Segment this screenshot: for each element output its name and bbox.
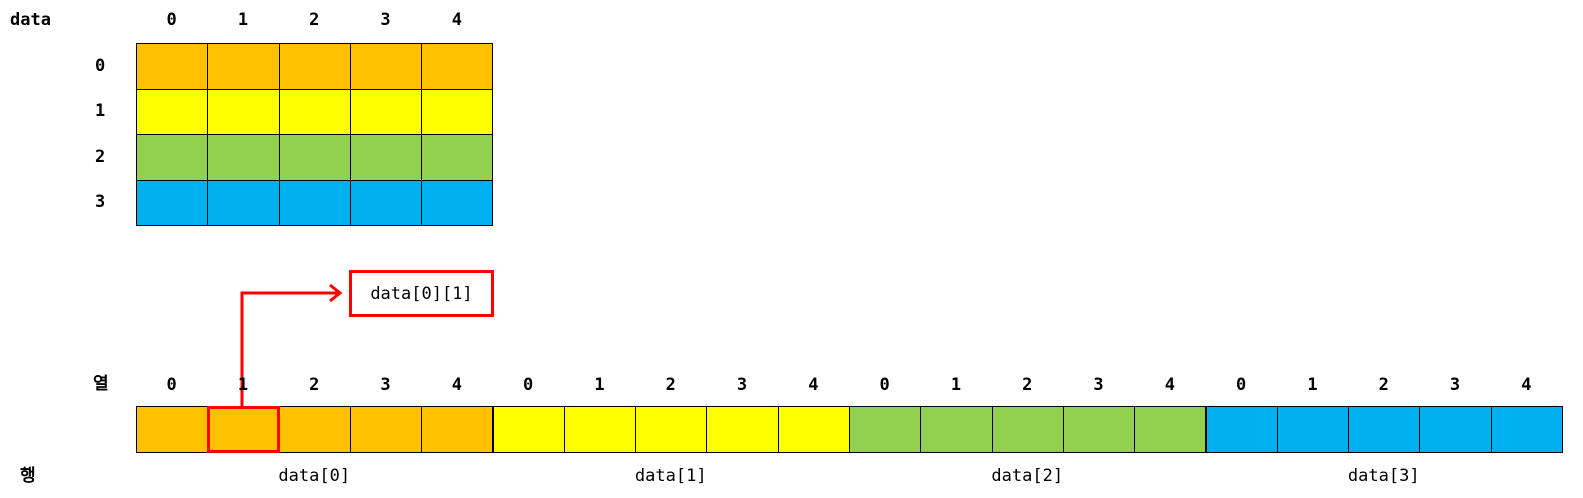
linear-col-header: 0: [523, 375, 534, 395]
segment-label: data[1]: [634, 466, 707, 486]
linear-cell: [278, 406, 351, 453]
linear-col-header: 2: [309, 375, 320, 395]
linear-col-header: 1: [1307, 375, 1318, 395]
grid-cell: [136, 134, 209, 181]
linear-cell: [1134, 406, 1207, 453]
highlighted-cell: [207, 406, 280, 453]
grid-cell: [278, 179, 351, 226]
linear-cell: [777, 406, 850, 453]
linear-cell: [1348, 406, 1421, 453]
linear-col-header: 1: [950, 375, 962, 395]
segment-label: data[0]: [278, 466, 351, 486]
linear-cell: [349, 406, 423, 453]
grid-col-header: 1: [237, 10, 249, 30]
grid-name-label: data: [10, 10, 51, 30]
grid-col-header: 4: [451, 10, 462, 30]
linear-col-header: 3: [1449, 375, 1461, 395]
grid-cell: [421, 43, 494, 90]
grid-row-header: 3: [95, 192, 106, 213]
grid-col-header: 3: [380, 10, 391, 30]
linear-cell: [563, 406, 637, 453]
grid-col-header: 2: [309, 10, 320, 30]
grid-cell: [207, 179, 280, 226]
linear-col-header: 0: [1236, 375, 1247, 395]
linear-cell: [920, 406, 993, 453]
element-callout-label: data[0][1]: [370, 283, 473, 304]
linear-cell: [849, 406, 922, 453]
linear-cell: [1490, 406, 1563, 453]
grid-cell: [421, 179, 494, 226]
linear-cell: [1062, 406, 1136, 453]
grid-row-header: 1: [95, 101, 106, 122]
grid-cell: [207, 88, 280, 135]
grid-cell: [278, 43, 351, 90]
grid-cell: [421, 88, 494, 135]
linear-cell: [1205, 406, 1278, 453]
segment-label: data[2]: [991, 466, 1064, 486]
linear-cell: [492, 406, 565, 453]
linear-cell: [421, 406, 494, 453]
linear-col-header: 4: [451, 375, 462, 395]
linear-col-header: 2: [665, 375, 676, 395]
linear-cell: [1419, 406, 1492, 453]
linear-col-header: 2: [1378, 375, 1389, 395]
element-callout-box: data[0][1]: [349, 270, 494, 317]
linear-cell: [706, 406, 779, 453]
linear-col-header: 4: [1521, 375, 1532, 395]
linear-cell: [991, 406, 1064, 453]
linear-col-header: 4: [1164, 375, 1175, 395]
grid-col-header: 0: [166, 10, 177, 30]
segment-label: data[3]: [1347, 466, 1420, 486]
linear-col-header: 1: [237, 375, 249, 395]
linear-col-header: 3: [380, 375, 391, 395]
linear-col-header: 3: [1093, 375, 1104, 395]
row-axis-label: 행: [20, 466, 36, 486]
col-axis-label: 열: [93, 374, 109, 394]
linear-cell: [635, 406, 708, 453]
grid-row-header: 2: [95, 146, 106, 167]
linear-cell: [136, 406, 209, 453]
grid-cell: [136, 179, 209, 226]
linear-col-header: 0: [166, 375, 177, 395]
linear-col-header: 2: [1022, 375, 1033, 395]
linear-cell: [1276, 406, 1350, 453]
grid-row-header: 0: [95, 55, 106, 76]
linear-col-header: 3: [736, 375, 748, 395]
grid-cell: [349, 179, 423, 226]
linear-col-header: 1: [594, 375, 605, 395]
linear-col-header: 4: [808, 375, 819, 395]
linear-col-header: 0: [879, 375, 890, 395]
